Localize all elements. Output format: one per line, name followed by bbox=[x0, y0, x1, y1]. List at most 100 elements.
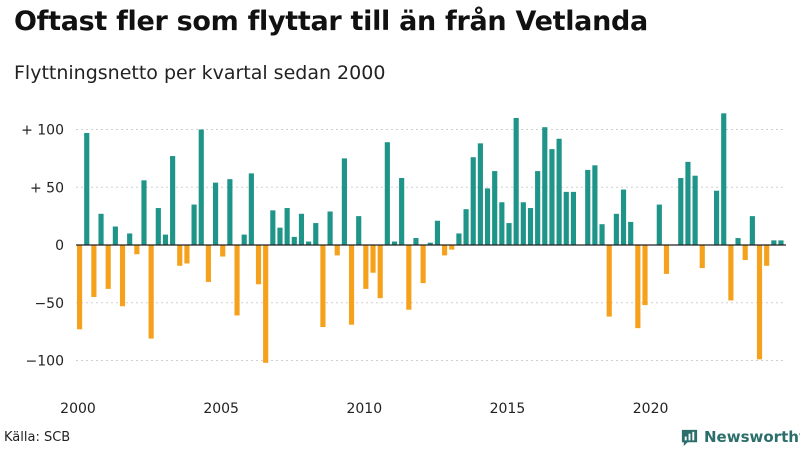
bar-2000-q3 bbox=[91, 245, 97, 297]
y-tick-label: 0 bbox=[55, 238, 64, 254]
bar-2016-q4 bbox=[556, 138, 562, 245]
bar-2010-q2 bbox=[370, 245, 376, 273]
bar-2010-q4 bbox=[384, 142, 390, 245]
x-tick-label: 2010 bbox=[346, 401, 382, 417]
bar-2001-q3 bbox=[119, 245, 126, 307]
bar-2019-q2 bbox=[628, 221, 634, 245]
bar-2023-q4 bbox=[756, 245, 763, 360]
bar-2011-q1 bbox=[391, 241, 398, 245]
chart-subtitle: Flyttningsnetto per kvartal sedan 2000 bbox=[14, 62, 386, 84]
bar-2005-q3 bbox=[234, 245, 240, 316]
bar-2003-q4 bbox=[184, 245, 190, 264]
bar-2013-q4 bbox=[470, 157, 476, 245]
bar-2001-q1 bbox=[105, 245, 111, 289]
bar-2000-q2 bbox=[84, 132, 90, 245]
bar-2010-q3 bbox=[377, 245, 383, 299]
bar-2015-q3 bbox=[520, 202, 526, 245]
bar-2013-q1 bbox=[449, 245, 455, 250]
bar-2008-q1 bbox=[306, 241, 312, 245]
bar-2014-q2 bbox=[484, 188, 491, 245]
bar-2022-q3 bbox=[721, 113, 727, 245]
bar-2018-q1 bbox=[592, 165, 598, 246]
bar-2008-q4 bbox=[327, 211, 333, 245]
bar-2019-q3 bbox=[635, 245, 641, 329]
bar-2011-q4 bbox=[413, 238, 419, 245]
bar-2021-q1 bbox=[678, 178, 684, 245]
bar-2024-q2 bbox=[771, 240, 777, 245]
bar-2021-q3 bbox=[692, 175, 698, 245]
y-tick-label: −50 bbox=[34, 296, 64, 312]
bar-2002-q4 bbox=[155, 208, 161, 245]
bar-2009-q3 bbox=[348, 245, 355, 325]
bar-2021-q4 bbox=[699, 245, 705, 269]
bar-2004-q3 bbox=[205, 245, 211, 282]
x-tick-label: 2015 bbox=[490, 401, 526, 417]
bar-2001-q2 bbox=[112, 226, 118, 245]
brand-name: Newsworthy bbox=[704, 428, 800, 446]
bar-2002-q1 bbox=[134, 245, 140, 255]
bar-2003-q1 bbox=[162, 234, 169, 245]
bar-2018-q3 bbox=[606, 245, 612, 317]
bar-2004-q4 bbox=[212, 182, 219, 245]
bar-2006-q3 bbox=[263, 245, 269, 363]
bar-2007-q2 bbox=[284, 208, 290, 245]
bar-2002-q3 bbox=[148, 245, 154, 339]
bar-2024-q3 bbox=[778, 240, 784, 245]
bar-2020-q3 bbox=[663, 245, 670, 274]
bar-2000-q4 bbox=[98, 213, 104, 245]
bar-2016-q3 bbox=[549, 149, 555, 245]
bar-2006-q4 bbox=[270, 210, 276, 245]
bar-2012-q2 bbox=[427, 242, 433, 245]
bar-2011-q3 bbox=[406, 245, 412, 310]
bar-2024-q1 bbox=[764, 245, 770, 266]
bar-2008-q3 bbox=[320, 245, 326, 327]
bar-2013-q3 bbox=[463, 209, 469, 245]
x-tick-label: 2005 bbox=[203, 401, 239, 417]
bar-2001-q4 bbox=[127, 233, 133, 245]
bar-2014-q3 bbox=[492, 171, 498, 245]
bar-2003-q2 bbox=[170, 156, 176, 245]
bar-2009-q4 bbox=[356, 216, 362, 246]
bar-2017-q1 bbox=[563, 191, 569, 245]
bar-2015-q4 bbox=[527, 208, 534, 245]
source-label: Källa: SCB bbox=[4, 430, 71, 445]
bar-2017-q4 bbox=[585, 169, 591, 246]
bar-2013-q2 bbox=[456, 233, 462, 245]
bar-2023-q3 bbox=[749, 216, 755, 246]
bar-2005-q1 bbox=[220, 245, 226, 257]
y-tick-label: + 50 bbox=[30, 180, 64, 196]
x-tick-label: 2020 bbox=[633, 401, 669, 417]
bar-2019-q1 bbox=[620, 189, 627, 245]
y-tick-label: + 100 bbox=[21, 123, 64, 139]
bar-2015-q2 bbox=[513, 117, 519, 245]
bar-2010-q1 bbox=[363, 245, 369, 289]
bar-2006-q2 bbox=[255, 245, 262, 285]
bar-2008-q2 bbox=[313, 223, 319, 246]
bar-2004-q2 bbox=[198, 129, 204, 245]
bar-2019-q4 bbox=[642, 245, 648, 306]
bar-2005-q2 bbox=[227, 179, 233, 245]
bar-2009-q2 bbox=[341, 158, 347, 246]
bar-2017-q2 bbox=[570, 191, 576, 245]
bar-2016-q2 bbox=[542, 127, 548, 245]
bar-2011-q2 bbox=[399, 178, 405, 245]
bar-2012-q1 bbox=[420, 245, 426, 284]
bar-2014-q4 bbox=[499, 202, 505, 245]
bar-2005-q4 bbox=[241, 234, 247, 245]
bar-2007-q3 bbox=[291, 236, 297, 245]
bar-2007-q4 bbox=[298, 213, 305, 245]
bar-2012-q4 bbox=[442, 245, 448, 256]
brand-logo: Newsworthy bbox=[680, 426, 800, 448]
bar-2022-q2 bbox=[714, 190, 720, 246]
bar-2002-q2 bbox=[141, 180, 147, 245]
bar-2023-q1 bbox=[735, 238, 741, 245]
bar-2022-q4 bbox=[728, 245, 734, 301]
bar-2023-q2 bbox=[742, 245, 748, 261]
newsworthy-logo-icon bbox=[681, 429, 698, 446]
bar-2007-q1 bbox=[277, 227, 283, 245]
bar-2014-q1 bbox=[477, 143, 483, 245]
bar-2016-q1 bbox=[535, 171, 541, 245]
bar-2021-q2 bbox=[685, 161, 691, 245]
bar-2012-q3 bbox=[434, 220, 441, 245]
